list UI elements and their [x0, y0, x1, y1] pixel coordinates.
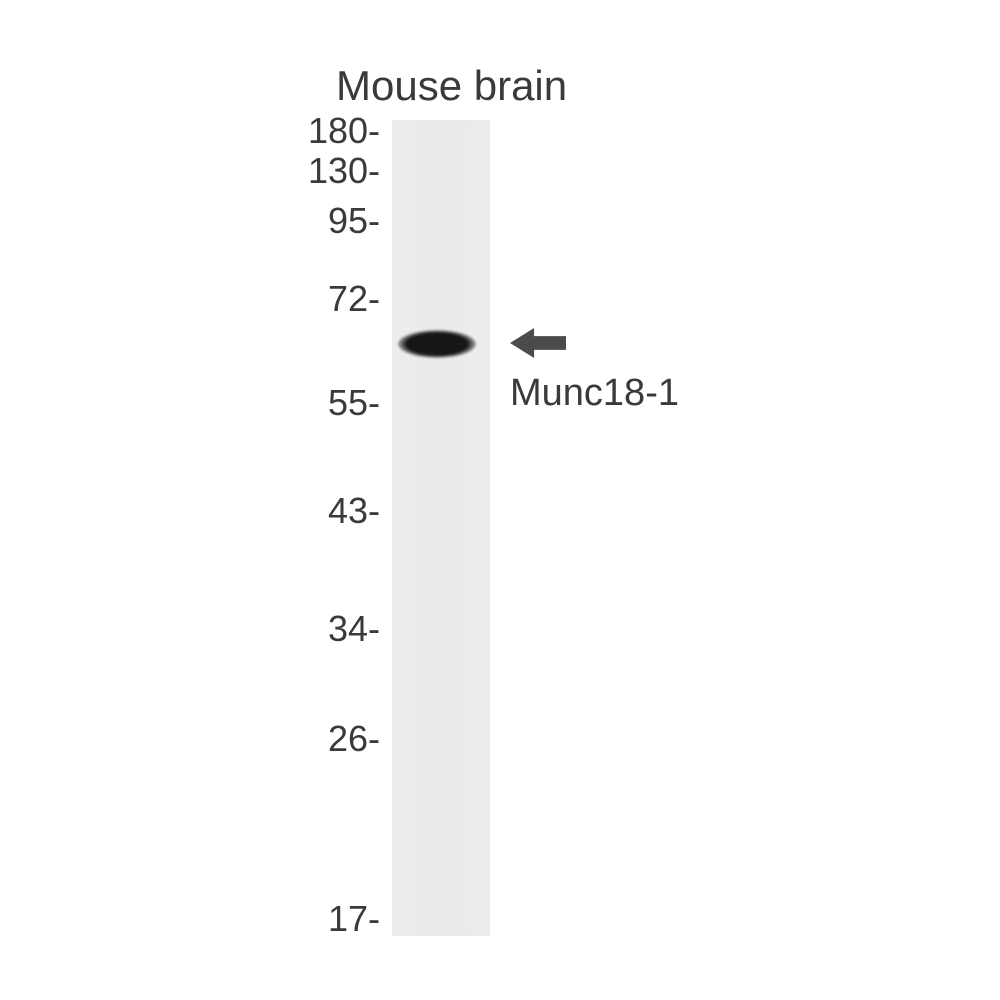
mw-marker: 17- [328, 898, 380, 940]
mw-marker: 55- [328, 382, 380, 424]
blot-lane [392, 120, 490, 936]
mw-marker: 95- [328, 200, 380, 242]
mw-marker: 26- [328, 718, 380, 760]
blot-canvas: Mouse brain 180-130- 95- 72- 55- 43- 34- 26- 17… [0, 0, 1000, 1000]
mw-marker: 34- [328, 608, 380, 650]
mw-marker: 43- [328, 490, 380, 532]
lane-title: Mouse brain [336, 62, 567, 110]
mw-marker: 130- [308, 150, 380, 192]
protein-band [398, 330, 476, 358]
mw-marker: 72- [328, 278, 380, 320]
arrow-left-icon [510, 328, 566, 358]
mw-marker: 180- [308, 110, 380, 152]
protein-label: Munc18-1 [510, 372, 679, 415]
